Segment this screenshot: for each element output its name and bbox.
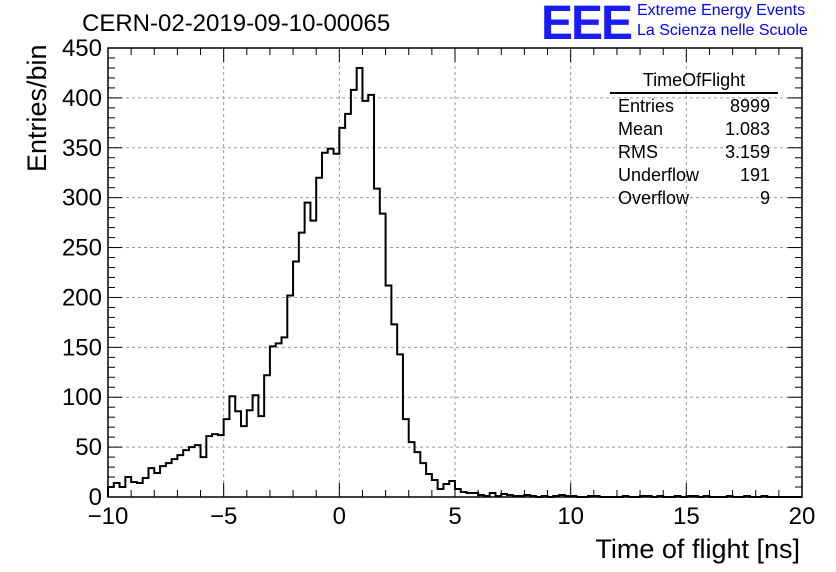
- y-tick-label: 250: [62, 235, 102, 262]
- x-tick-label: −5: [210, 503, 237, 530]
- y-tick-label: 300: [62, 185, 102, 212]
- x-axis-label: Time of flight [ns]: [595, 534, 800, 564]
- stats-row: RMS 3.159: [610, 142, 778, 165]
- x-tick-label: 0: [333, 503, 346, 530]
- y-axis-label: Entries/bin: [22, 44, 52, 172]
- stats-label: Underflow: [618, 165, 700, 185]
- stats-box: TimeOfFlight Entries 8999 Mean 1.083 RMS…: [610, 70, 778, 211]
- y-tick-label: 100: [62, 384, 102, 411]
- y-tick-labels: 0 50 100 150 200 250 300 350 400 450: [62, 35, 102, 511]
- stats-value: 1.083: [724, 119, 770, 139]
- stats-value: 9: [759, 188, 770, 208]
- stats-row: Underflow 191: [610, 165, 778, 188]
- eee-logo: EEE: [541, 0, 633, 50]
- y-tick-label: 0: [89, 484, 102, 511]
- x-tick-label: 10: [557, 503, 584, 530]
- stats-label: Entries: [618, 96, 675, 116]
- stats-label: RMS: [618, 142, 658, 162]
- stats-row: Mean 1.083: [610, 119, 778, 142]
- x-tick-label: 20: [789, 503, 816, 530]
- x-tick-label: 5: [448, 503, 461, 530]
- y-tick-label: 150: [62, 334, 102, 361]
- y-tick-label: 50: [75, 434, 102, 461]
- stats-row: Entries 8999: [610, 96, 778, 119]
- stats-title: TimeOfFlight: [610, 70, 778, 94]
- stats-row: Overflow 9: [610, 188, 778, 211]
- chart-title: CERN-02-2019-09-10-00065: [82, 10, 391, 37]
- x-tick-labels: −10 −5 0 5 10 15 20: [88, 503, 816, 530]
- y-tick-label: 350: [62, 135, 102, 162]
- logo-line-1: Extreme Energy Events: [637, 2, 806, 19]
- x-tick-label: 15: [673, 503, 700, 530]
- stats-value: 191: [739, 165, 770, 185]
- axes: [107, 47, 803, 498]
- stats-label: Overflow: [618, 188, 690, 208]
- stats-value: 3.159: [724, 142, 770, 162]
- stats-label: Mean: [618, 119, 664, 139]
- y-tick-label: 400: [62, 85, 102, 112]
- stats-value: 8999: [729, 96, 770, 116]
- grid-lines: [108, 47, 802, 497]
- x-tick-label: −10: [88, 503, 129, 530]
- logo-line-2: La Scienza nelle Scuole: [637, 22, 808, 39]
- y-tick-label: 450: [62, 35, 102, 62]
- y-tick-label: 200: [62, 284, 102, 311]
